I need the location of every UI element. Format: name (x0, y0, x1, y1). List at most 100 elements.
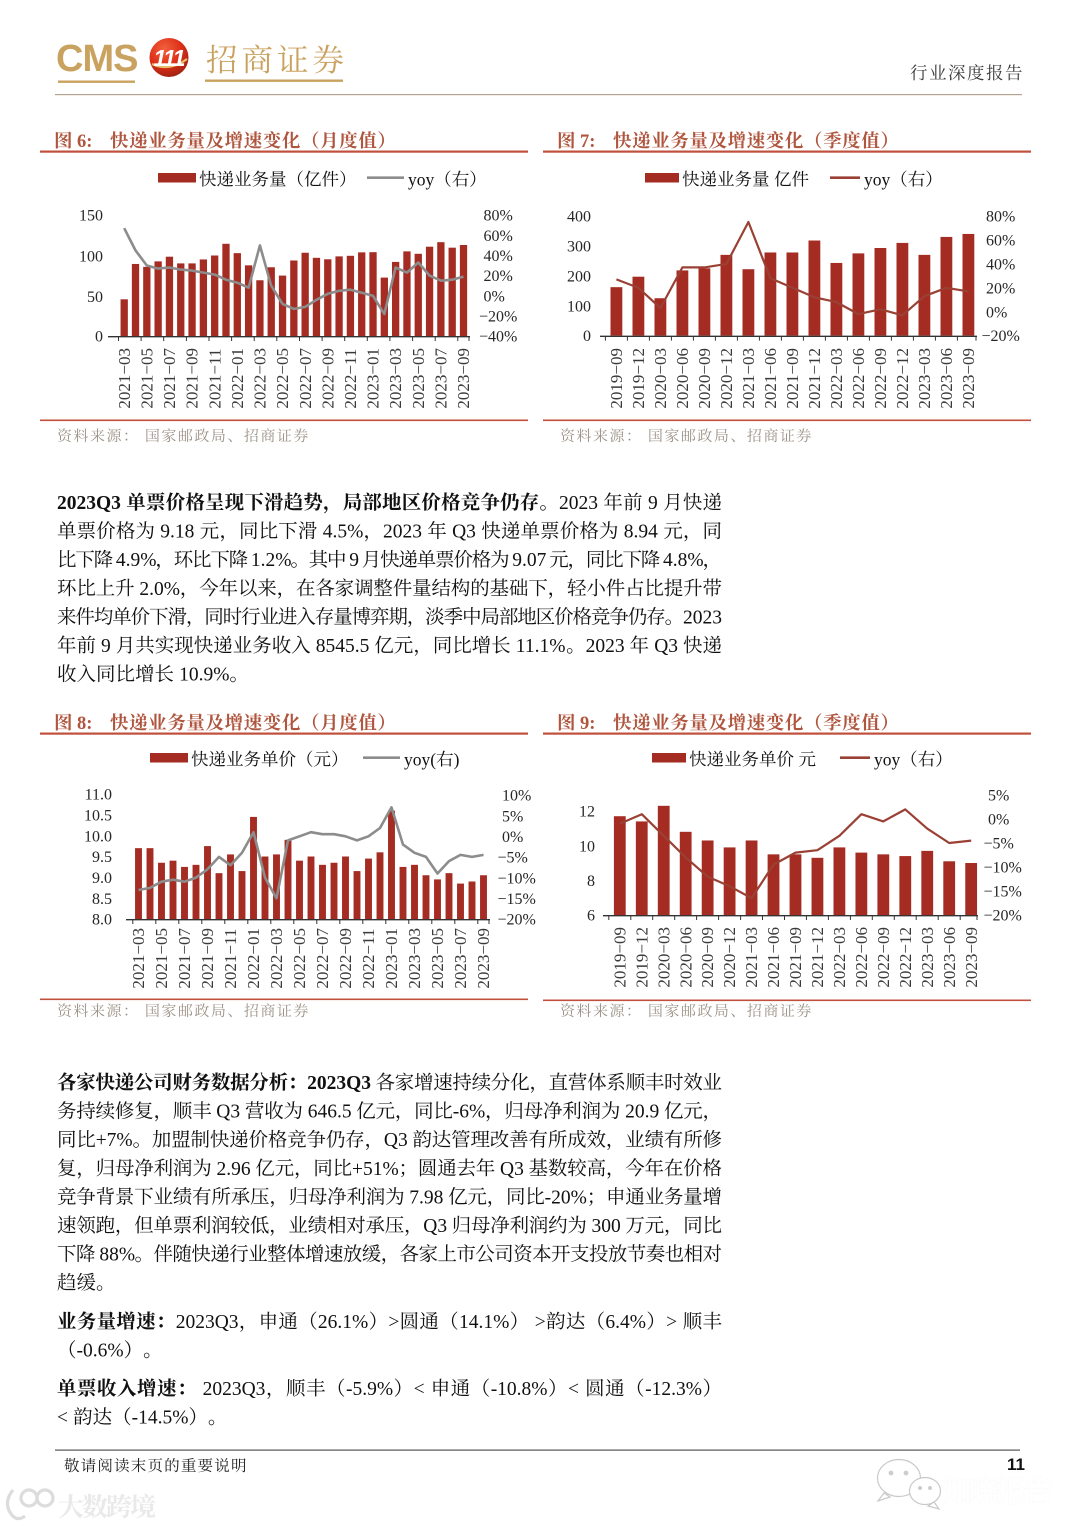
svg-text:2022−03: 2022−03 (267, 928, 286, 989)
svg-text:8.0: 8.0 (92, 912, 112, 929)
svg-text:−20%: −20% (479, 309, 517, 326)
svg-text:6.4%: 6.4% (605, 1312, 646, 1333)
svg-text:2022−03: 2022−03 (251, 348, 270, 409)
svg-text:2022−09: 2022−09 (874, 927, 893, 988)
svg-text:2022−05: 2022−05 (290, 928, 309, 989)
svg-text:2020−09: 2020−09 (695, 348, 714, 409)
svg-text:2023−09: 2023−09 (474, 928, 493, 989)
svg-text:20%: 20% (484, 268, 513, 285)
svg-text:2022−03: 2022−03 (830, 927, 849, 988)
svg-text:2023−09: 2023−09 (454, 348, 473, 409)
svg-text:9.5: 9.5 (92, 849, 112, 866)
svg-text:2021−03: 2021−03 (739, 348, 758, 409)
svg-text:-0.6%: -0.6% (77, 1341, 124, 1362)
svg-text:2022−11: 2022−11 (359, 929, 378, 989)
svg-text:80%: 80% (986, 209, 1015, 226)
svg-text:2023: 2023 (559, 493, 598, 514)
svg-text:−10%: −10% (498, 870, 536, 887)
svg-text:2021−11: 2021−11 (221, 929, 240, 989)
svg-text:1.2%: 1.2% (251, 550, 292, 571)
svg-text:5%: 5% (988, 788, 1009, 805)
svg-text:8.5: 8.5 (92, 891, 112, 908)
svg-text:5%: 5% (502, 808, 523, 825)
svg-text:2023Q3: 2023Q3 (176, 1312, 239, 1333)
svg-text:2019−12: 2019−12 (629, 348, 648, 409)
svg-text:300: 300 (567, 239, 591, 256)
svg-text:Q3: Q3 (216, 1102, 240, 1123)
svg-text:2021−11: 2021−11 (205, 349, 224, 409)
svg-text:CMS: CMS (56, 38, 137, 80)
svg-text:): ) (454, 749, 460, 769)
svg-text:0%: 0% (484, 288, 505, 305)
svg-text:9: 9 (349, 550, 359, 571)
svg-text:2021−09: 2021−09 (786, 927, 805, 988)
svg-text:2021−09: 2021−09 (198, 928, 217, 989)
svg-text:2023: 2023 (383, 522, 422, 543)
svg-text:4.9%: 4.9% (116, 550, 157, 571)
svg-text:300: 300 (592, 1216, 621, 1237)
svg-text:6:: 6: (77, 132, 92, 152)
svg-text:8:: 8: (77, 714, 92, 734)
svg-text:9.07: 9.07 (512, 550, 546, 571)
svg-text:2023−09: 2023−09 (959, 348, 978, 409)
svg-text:<: < (57, 1408, 68, 1429)
svg-text:2022−12: 2022−12 (896, 927, 915, 988)
svg-text:2023−07: 2023−07 (451, 928, 470, 989)
svg-text:2023−03: 2023−03 (915, 348, 934, 409)
svg-text:2023−03: 2023−03 (386, 348, 405, 409)
svg-text:2019−12: 2019−12 (632, 927, 651, 988)
svg-text:80%: 80% (484, 208, 513, 225)
svg-text:8.94: 8.94 (624, 522, 658, 543)
svg-text:2021−12: 2021−12 (805, 348, 824, 409)
svg-text:9: 9 (648, 493, 658, 514)
svg-text:2022−09: 2022−09 (318, 348, 337, 409)
svg-text:>: > (666, 1312, 677, 1333)
svg-text:2023−09: 2023−09 (962, 927, 981, 988)
svg-text:2023: 2023 (683, 607, 722, 628)
svg-text:Q3: Q3 (452, 522, 476, 543)
svg-text:-10.8%: -10.8% (491, 1379, 548, 1400)
svg-text:2023−01: 2023−01 (382, 928, 401, 989)
svg-text:150: 150 (79, 208, 103, 225)
svg-text:<: < (568, 1379, 579, 1400)
svg-text:646.5: 646.5 (308, 1102, 352, 1123)
svg-text:-6%: -6% (453, 1102, 486, 1123)
svg-text:40%: 40% (986, 256, 1015, 273)
svg-text:2021−06: 2021−06 (761, 348, 780, 409)
svg-text:>: > (388, 1312, 399, 1333)
svg-text:Q3: Q3 (654, 636, 678, 657)
svg-text:2023−06: 2023−06 (940, 927, 959, 988)
svg-text:20%: 20% (986, 280, 1015, 297)
svg-text:26.1%: 26.1% (318, 1312, 368, 1333)
svg-text:−20%: −20% (498, 912, 536, 929)
svg-text:40%: 40% (484, 248, 513, 265)
svg-text:-12.3%: -12.3% (645, 1379, 702, 1400)
svg-text:2022−06: 2022−06 (852, 927, 871, 988)
svg-text:2019−09: 2019−09 (607, 348, 626, 409)
svg-text:2023: 2023 (586, 636, 625, 657)
svg-text:2023−06: 2023−06 (937, 348, 956, 409)
svg-text:2023Q3: 2023Q3 (57, 493, 121, 514)
svg-text:2021−03: 2021−03 (115, 348, 134, 409)
svg-text:2020−03: 2020−03 (654, 927, 673, 988)
svg-text:2022−03: 2022−03 (827, 348, 846, 409)
svg-text:2021−03: 2021−03 (129, 928, 148, 989)
svg-text:20.9: 20.9 (625, 1102, 659, 1123)
svg-text:Q3: Q3 (500, 1159, 524, 1180)
svg-text:8545.5: 8545.5 (316, 636, 370, 657)
svg-text:400: 400 (567, 209, 591, 226)
svg-text:−5%: −5% (984, 836, 1014, 853)
svg-text:2023Q3: 2023Q3 (203, 1379, 266, 1400)
svg-text:-20%: -20% (545, 1187, 587, 1208)
svg-text:-14.5%: -14.5% (132, 1408, 189, 1429)
svg-text:Q3: Q3 (423, 1216, 447, 1237)
svg-text:2023−05: 2023−05 (428, 928, 447, 989)
svg-text:10.5: 10.5 (84, 807, 112, 824)
svg-text:2022−09: 2022−09 (336, 928, 355, 989)
svg-text:88%: 88% (99, 1245, 135, 1266)
svg-text:0%: 0% (502, 829, 523, 846)
svg-text:yoy: yoy (864, 169, 891, 189)
svg-text:2022−09: 2022−09 (871, 348, 890, 409)
svg-text:2021−06: 2021−06 (764, 927, 783, 988)
svg-text:2021−05: 2021−05 (152, 928, 171, 989)
